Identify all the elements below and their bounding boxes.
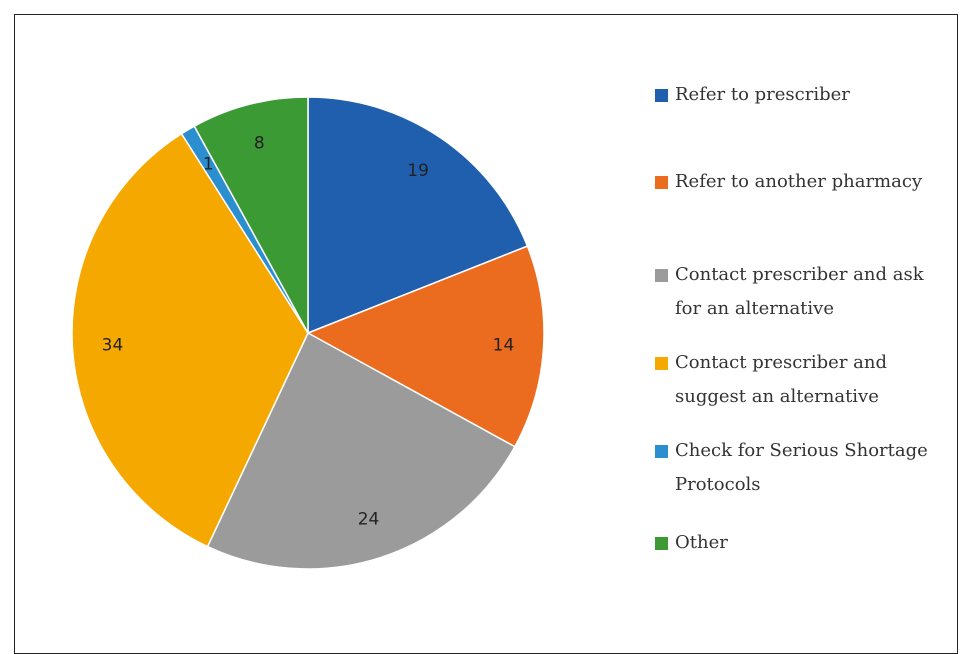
- pie-slice: [71, 132, 309, 548]
- legend-entry: Refer to another pharmacy: [655, 165, 955, 199]
- data-label: 19: [407, 161, 429, 181]
- data-label: 14: [493, 335, 515, 355]
- legend-label: Other: [675, 532, 728, 553]
- legend-entry: Other: [655, 526, 955, 560]
- legend-label: Contact prescriber and ask for an altern…: [675, 264, 924, 319]
- legend-label: Refer to another pharmacy: [675, 171, 923, 192]
- legend-label: Refer to prescriber: [675, 84, 850, 105]
- legend-swatch: [655, 357, 668, 370]
- legend-label: Contact prescriber and suggest an altern…: [675, 352, 888, 407]
- pie-slice: [306, 245, 545, 448]
- legend-entry: Contact prescriber and ask for an altern…: [655, 258, 955, 326]
- data-label: 1: [203, 154, 214, 174]
- legend-entry: Refer to prescriber: [655, 78, 955, 112]
- legend-label: Check for Serious Shortage Protocols: [675, 440, 928, 495]
- data-label: 24: [358, 509, 380, 529]
- legend-swatch: [655, 445, 668, 458]
- legend-entry: Check for Serious Shortage Protocols: [655, 434, 955, 502]
- legend-swatch: [655, 269, 668, 282]
- pie-slice: [206, 331, 516, 570]
- legend-entry: Contact prescriber and suggest an altern…: [655, 346, 955, 414]
- pie-slice: [307, 96, 529, 335]
- legend-swatch: [655, 89, 668, 102]
- legend-swatch: [655, 537, 668, 550]
- data-label: 34: [102, 335, 124, 355]
- data-label: 8: [254, 133, 265, 153]
- legend-swatch: [655, 176, 668, 189]
- pie-slice: [193, 96, 309, 334]
